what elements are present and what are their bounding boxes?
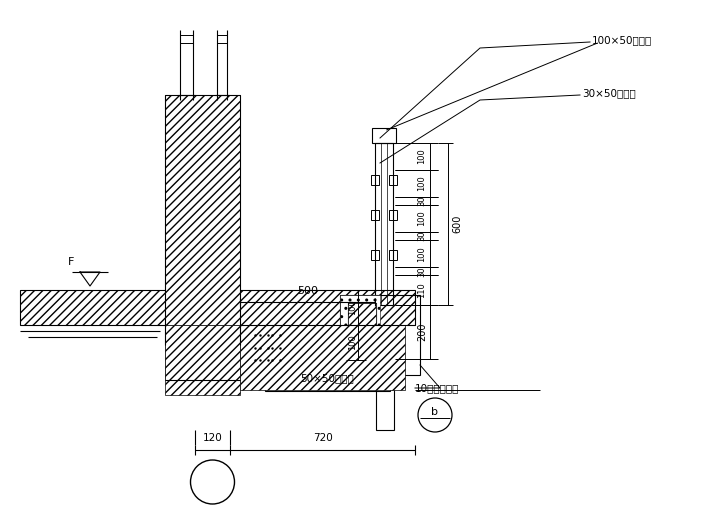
Bar [371,175,379,185]
Bar [348,303,376,353]
Bar [240,325,405,390]
Bar [340,295,380,375]
Bar [20,290,165,325]
Text: 200: 200 [417,323,427,341]
Text: 100: 100 [418,211,426,227]
Text: 120: 120 [203,433,223,443]
Text: 30: 30 [418,196,426,207]
Text: 110: 110 [418,282,426,298]
Text: 30: 30 [418,266,426,277]
Bar [389,210,397,220]
Bar [240,290,415,325]
Text: 600: 600 [452,215,462,233]
Bar [376,375,394,430]
Text: b: b [431,407,438,417]
Bar [165,95,240,345]
Bar [348,303,376,353]
Text: 100: 100 [349,300,358,315]
Bar [165,325,240,380]
Bar [371,210,379,220]
Bar [265,365,390,391]
Bar [217,35,227,43]
Bar [375,143,393,305]
Bar [389,250,397,260]
Text: 100: 100 [418,149,426,164]
Text: F: F [68,257,74,267]
Bar [372,128,396,143]
Bar [340,295,420,375]
Bar [389,175,397,185]
Text: 50×50泄水管: 50×50泄水管 [300,373,354,383]
Text: 30: 30 [418,231,426,241]
Bar [180,35,193,43]
Bar [165,325,240,395]
Bar [371,250,379,260]
Text: 30×50方钢管: 30×50方钢管 [582,88,636,98]
Text: 500: 500 [297,286,318,296]
Text: 720: 720 [312,433,332,443]
Text: 10宽塑料嵌条: 10宽塑料嵌条 [415,383,460,393]
Text: 100: 100 [349,334,358,350]
Text: 100×50方钢管: 100×50方钢管 [592,35,653,45]
Text: 100: 100 [418,175,426,191]
Text: 100: 100 [418,246,426,261]
